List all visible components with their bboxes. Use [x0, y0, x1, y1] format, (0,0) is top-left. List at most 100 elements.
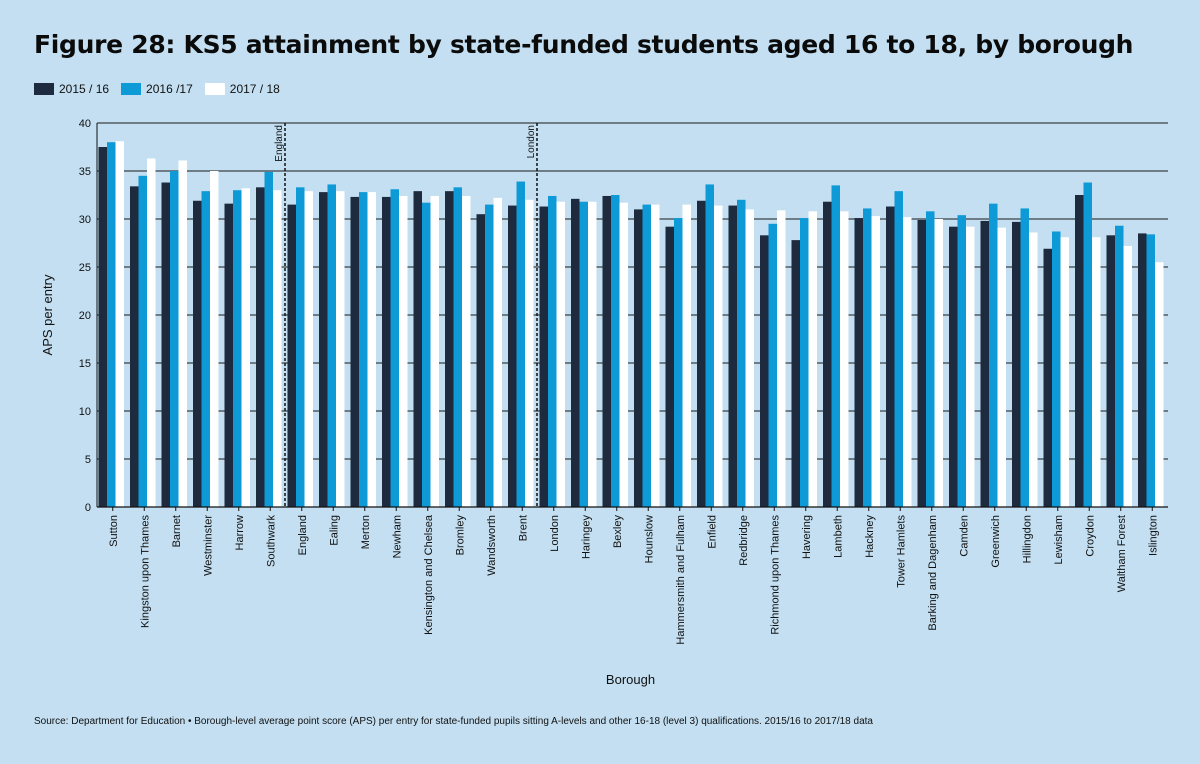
- bar-2015-16-brent: [508, 205, 517, 507]
- bar-2016-17-haringey: [579, 201, 588, 507]
- bar-2016-17-waltham-forest: [1115, 225, 1124, 507]
- bar-2017-18-barnet: [178, 160, 187, 507]
- x-tick-label-bexley: Bexley: [612, 515, 624, 549]
- bar-2017-18-southwark: [273, 190, 282, 507]
- x-tick-label-westminster: Westminster: [202, 515, 214, 576]
- bar-2017-18-camden: [966, 226, 975, 507]
- bar-2015-16-enfield: [697, 200, 706, 507]
- x-tick-label-wandsworth: Wandsworth: [486, 515, 498, 576]
- bar-2017-18-hounslow: [651, 204, 660, 507]
- bar-2015-16-southwark: [256, 187, 265, 507]
- x-tick-label-hounslow: Hounslow: [643, 515, 655, 563]
- x-tick-label-sutton: Sutton: [108, 515, 120, 547]
- bar-2017-18-redbridge: [745, 209, 754, 507]
- bar-2016-17-hammersmith-and-fulham: [674, 218, 683, 508]
- bar-2017-18-croydon: [1092, 237, 1101, 508]
- bar-2017-18-wandsworth: [493, 197, 502, 507]
- x-tick-label-havering: Havering: [801, 515, 813, 559]
- x-tick-label-harrow: Harrow: [234, 515, 246, 551]
- bar-2017-18-london: [556, 201, 565, 507]
- bar-2016-17-brent: [516, 181, 525, 507]
- legend-item-2017-18: 2017 / 18: [204, 82, 280, 96]
- bar-2016-17-islington: [1146, 234, 1155, 508]
- bar-2015-16-croydon: [1075, 195, 1084, 507]
- x-tick-label-merton: Merton: [360, 515, 372, 549]
- x-tick-label-redbridge: Redbridge: [738, 515, 750, 566]
- bar-2015-16-london: [539, 206, 548, 507]
- bar-2016-17-hounslow: [642, 204, 651, 507]
- bar-2016-17-england: [296, 187, 305, 507]
- bar-2016-17-ealing: [327, 184, 336, 507]
- legend-label-2015-16: 2015 / 16: [59, 82, 110, 96]
- legend-label-2016-17: 2016 /17: [146, 82, 193, 96]
- bar-2015-16-bromley: [445, 191, 454, 507]
- bar-2017-18-kensington-and-chelsea: [430, 195, 439, 507]
- bar-2015-16-hillingdon: [1012, 221, 1021, 507]
- bar-2015-16-richmond-upon-thames: [760, 235, 769, 507]
- legend-swatch-2015-16: [34, 83, 54, 95]
- y-tick-label-10: 10: [79, 406, 91, 418]
- bar-2015-16-kensington-and-chelsea: [413, 191, 422, 507]
- bar-2017-18-islington: [1155, 262, 1164, 507]
- bar-2017-18-merton: [367, 192, 376, 507]
- bar-2015-16-ealing: [319, 192, 328, 507]
- bar-2015-16-barnet: [161, 182, 170, 507]
- x-tick-label-kingston-upon-thames: Kingston upon Thames: [139, 515, 151, 628]
- bar-2017-18-tower-hamlets: [903, 217, 912, 507]
- bar-2015-16-westminster: [193, 200, 202, 507]
- bar-2016-17-barnet: [170, 171, 179, 507]
- y-tick-label-30: 30: [79, 214, 91, 226]
- bar-2016-17-merton: [359, 192, 368, 507]
- bar-2017-18-england: [304, 191, 313, 507]
- y-tick-label-20: 20: [79, 310, 91, 322]
- bar-2016-17-sutton: [107, 142, 116, 507]
- y-tick-label-15: 15: [79, 358, 91, 370]
- bar-2016-17-enfield: [705, 184, 714, 507]
- y-axis-title: APS per entry: [40, 274, 55, 355]
- x-tick-label-barking-and-dagenham: Barking and Dagenham: [927, 515, 939, 631]
- x-tick-label-islington: Islington: [1147, 515, 1159, 556]
- x-tick-label-waltham-forest: Waltham Forest: [1116, 515, 1128, 592]
- bar-2015-16-wandsworth: [476, 214, 485, 507]
- bar-2016-17-barking-and-dagenham: [926, 211, 935, 507]
- x-tick-label-england: England: [297, 515, 309, 555]
- y-tick-label-0: 0: [85, 502, 91, 514]
- bar-2016-17-westminster: [201, 191, 210, 507]
- bar-2016-17-bexley: [611, 195, 620, 507]
- bar-2016-17-greenwich: [989, 203, 998, 507]
- y-tick-label-40: 40: [79, 118, 91, 130]
- y-tick-label-35: 35: [79, 166, 91, 178]
- reference-label-london: London: [526, 125, 537, 158]
- bar-2015-16-haringey: [571, 198, 580, 507]
- legend-label-2017-18: 2017 / 18: [229, 82, 280, 96]
- bar-2017-18-kingston-upon-thames: [147, 158, 156, 507]
- chart-title: Figure 28: KS5 attainment by state-funde…: [34, 30, 1134, 59]
- bar-2015-16-harrow: [224, 203, 233, 507]
- x-tick-label-brent: Brent: [517, 515, 529, 541]
- bar-2016-17-kensington-and-chelsea: [422, 202, 431, 507]
- source-note: Source: Department for Education • Borou…: [34, 716, 873, 727]
- bar-2017-18-enfield: [714, 205, 723, 507]
- bar-2015-16-lambeth: [823, 201, 832, 507]
- bar-2015-16-sutton: [98, 147, 107, 507]
- x-tick-label-greenwich: Greenwich: [990, 515, 1002, 568]
- bar-2015-16-redbridge: [728, 205, 737, 507]
- legend-item-2016-17: 2016 /17: [121, 82, 193, 96]
- x-tick-label-hillingdon: Hillingdon: [1021, 515, 1033, 563]
- x-tick-label-hammersmith-and-fulham: Hammersmith and Fulham: [675, 515, 687, 645]
- legend-swatch-2017-18: [204, 83, 225, 95]
- x-tick-label-haringey: Haringey: [580, 515, 592, 560]
- bar-2017-18-bromley: [462, 195, 471, 507]
- bar-2017-18-hillingdon: [1029, 232, 1038, 507]
- bar-2015-16-hackney: [854, 218, 863, 508]
- y-tick-label-5: 5: [85, 454, 91, 466]
- y-tick-label-25: 25: [79, 262, 91, 274]
- x-tick-label-newham: Newham: [391, 515, 403, 558]
- bar-2015-16-barking-and-dagenham: [917, 219, 926, 507]
- bar-2015-16-greenwich: [980, 220, 989, 508]
- legend-item-2015-16: 2015 / 16: [34, 82, 109, 96]
- bar-2017-18-bexley: [619, 202, 628, 507]
- bar-2015-16-lewisham: [1043, 248, 1052, 507]
- bar-2017-18-lewisham: [1060, 237, 1069, 508]
- bar-2017-18-havering: [808, 211, 817, 507]
